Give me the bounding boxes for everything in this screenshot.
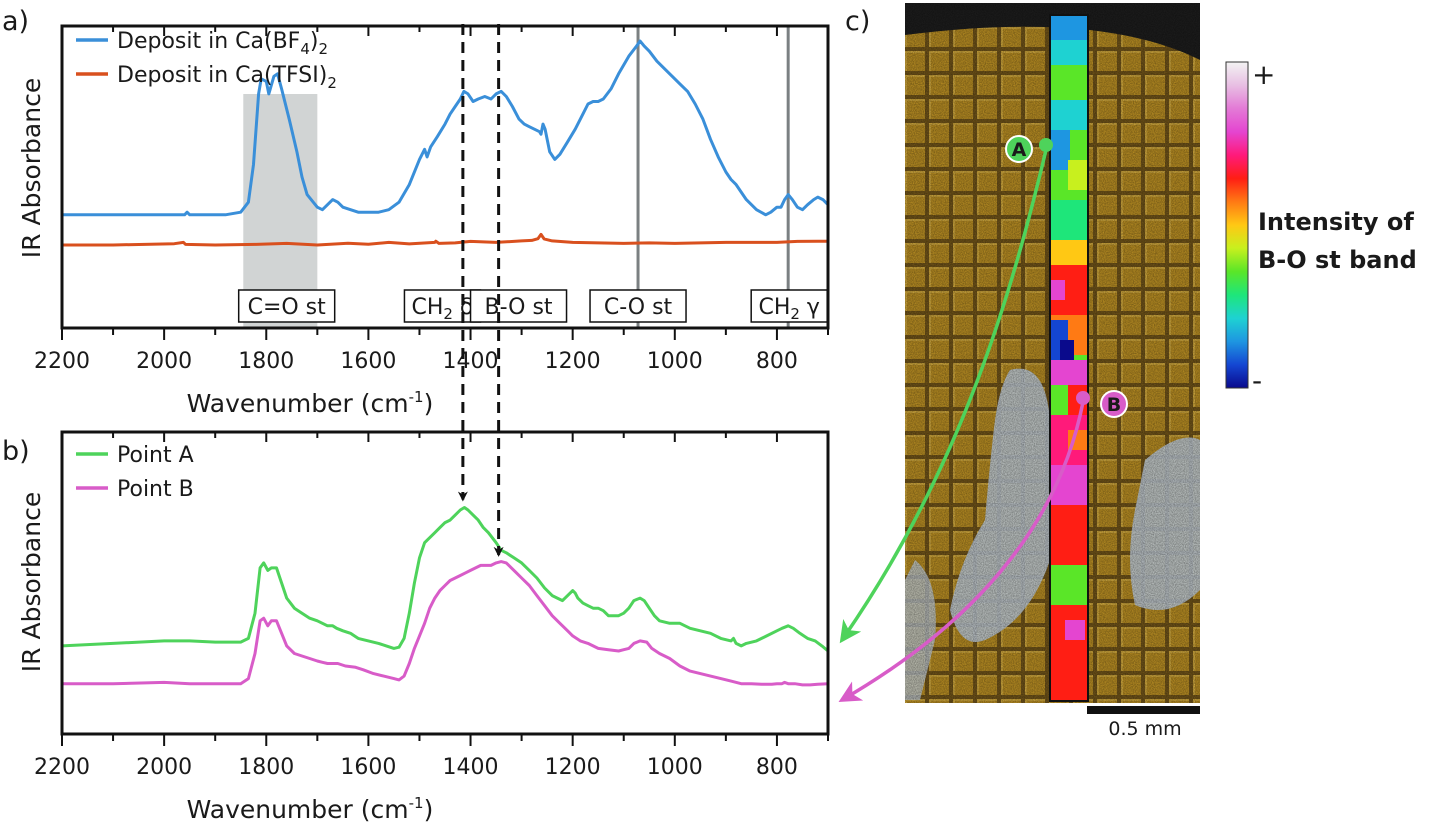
point-a-badge <box>1005 135 1033 163</box>
dashed-arrows <box>457 24 504 557</box>
band-annotation-box <box>237 289 336 323</box>
reference-lines <box>636 26 790 328</box>
series-line-point-b <box>62 560 828 687</box>
panel-b-frame <box>60 430 830 736</box>
band-annotations: C=O st CH2 δ B-O st C-O st CH2 γ <box>237 289 828 323</box>
panel-b-x-axis-title: Wavenumber (cm-1) <box>187 794 434 824</box>
panel-b-series <box>62 506 828 687</box>
x-tick-label: 1600 <box>340 755 396 780</box>
legend-label: Point B <box>117 477 194 502</box>
panel-a-x-ticks: 2200 2000 1800 1600 1400 1200 1000 800 <box>34 26 829 374</box>
band-annotation: C-O st <box>589 289 687 323</box>
band-annotation-label: CH2 δ <box>411 295 473 323</box>
panel-a: a) 2200 2000 1800 1600 1400 1200 1000 800 C=O s… <box>2 6 830 418</box>
panel-a-frame <box>60 24 830 330</box>
x-tick-label: 1600 <box>340 349 396 374</box>
band-annotation-label: C=O st <box>248 295 327 320</box>
x-tick-label: 1000 <box>647 349 703 374</box>
colorbar <box>1225 61 1249 389</box>
x-tick-label: 1200 <box>545 755 601 780</box>
panel-c: c) <box>838 3 1417 740</box>
band-annotation-label: CH2 γ <box>758 295 819 323</box>
band-annotation-label: C-O st <box>604 295 673 320</box>
x-tick-label: 2000 <box>136 755 192 780</box>
legend-label: Deposit in Ca(TFSI)2 <box>117 63 337 92</box>
point-a-marker <box>1039 138 1053 152</box>
colorbar-min-label: - <box>1252 364 1262 397</box>
series-line-deposit-in-ca-bf4-2 <box>62 39 828 217</box>
panel-a-x-axis-title: Wavenumber (cm-1) <box>187 388 434 418</box>
panel-b-y-axis-title: IR Absorbance <box>17 492 46 672</box>
band-annotation: CH2 γ <box>750 289 828 323</box>
legend-label: Deposit in Ca(BF4)2 <box>117 29 328 58</box>
band-annotation-box <box>403 289 482 323</box>
panel-b-x-ticks: 2200 2000 1800 1600 1400 1200 1000 800 <box>34 432 829 780</box>
point-a-label: A <box>1012 139 1027 161</box>
micrograph <box>905 3 1200 703</box>
x-tick-label: 1000 <box>647 755 703 780</box>
band-annotation: C=O st <box>237 289 336 323</box>
panel-a-legend: Deposit in Ca(BF4)2 Deposit in Ca(TFSI)2 <box>76 29 337 92</box>
panel-b-label: b) <box>2 436 30 467</box>
x-tick-label: 2000 <box>136 349 192 374</box>
colorbar-max-label: + <box>1252 58 1275 91</box>
panel-c-label: c) <box>845 6 870 37</box>
intensity-map-strip <box>1049 14 1089 702</box>
x-tick-label: 800 <box>756 755 798 780</box>
scale-bar-label: 0.5 mm <box>1108 718 1181 740</box>
panel-a-label: a) <box>2 6 29 37</box>
x-tick-label: 1400 <box>443 755 499 780</box>
point-b-marker <box>1076 391 1090 405</box>
panel-b-legend: Point A Point B <box>76 443 194 502</box>
band-annotation-box <box>589 289 687 323</box>
point-b-label: B <box>1107 394 1121 416</box>
x-tick-label: 1800 <box>238 755 294 780</box>
panel-a-y-axis-title: IR Absorbance <box>17 78 46 258</box>
band-annotation: CH2 δ <box>403 289 482 323</box>
x-tick-label: 2200 <box>34 755 90 780</box>
series-line-point-a <box>62 506 828 653</box>
band-annotation-box <box>469 289 568 323</box>
band-annotation-label: B-O st <box>485 295 553 320</box>
panel-a-series <box>62 39 828 247</box>
x-tick-label: 1800 <box>238 349 294 374</box>
band-annotation: B-O st <box>469 289 568 323</box>
colorbar-title-line2: B-O st band <box>1258 246 1417 274</box>
x-tick-label: 2200 <box>34 349 90 374</box>
point-b-arrow <box>838 401 1085 703</box>
scale-bar <box>1087 706 1200 714</box>
x-tick-label: 800 <box>756 349 798 374</box>
x-tick-label: 1400 <box>443 349 499 374</box>
panel-b: b) 2200 2000 1800 1600 1400 1200 1000 800 Point… <box>2 430 830 824</box>
band-annotation-box <box>750 289 828 323</box>
x-tick-label: 1200 <box>545 349 601 374</box>
point-b-badge <box>1100 390 1128 418</box>
colorbar-title-line1: Intensity of <box>1258 208 1414 236</box>
series-line-deposit-in-ca-tfsi-2 <box>62 232 828 247</box>
legend-label: Point A <box>117 443 194 468</box>
point-a-arrow <box>839 149 1048 644</box>
